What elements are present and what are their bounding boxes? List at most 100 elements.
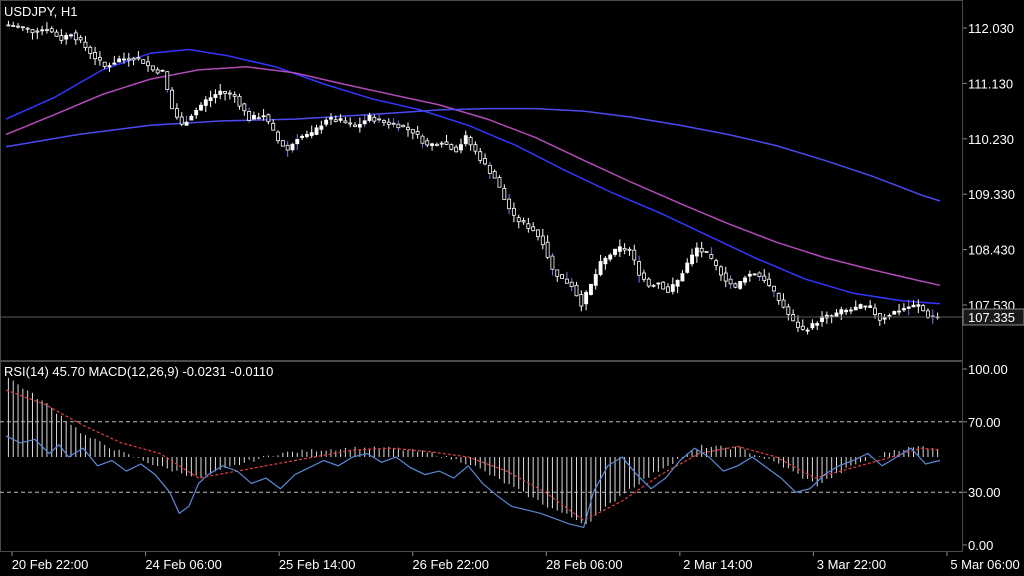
candle-body[interactable] [483,158,487,165]
candle-body[interactable] [627,248,632,251]
candle-body[interactable] [743,277,747,283]
candle-body[interactable] [516,217,521,223]
candle-body[interactable] [916,304,921,307]
candle-body[interactable] [579,294,584,307]
candle-body[interactable] [102,61,107,67]
candle-body[interactable] [670,284,675,292]
candle-body[interactable] [146,61,150,67]
candle-body[interactable] [30,29,35,34]
candle-body[interactable] [738,280,743,289]
candle-body[interactable] [6,24,11,27]
candle-body[interactable] [160,69,165,72]
candle-body[interactable] [747,273,752,277]
candle-body[interactable] [203,99,208,106]
candle-body[interactable] [165,71,170,90]
candle-body[interactable] [261,115,266,118]
candle-body[interactable] [752,273,757,276]
candle-body[interactable] [502,187,507,200]
candle-body[interactable] [545,241,550,258]
candle-body[interactable] [377,118,382,121]
candle-body[interactable] [632,249,637,261]
candle-body[interactable] [88,46,93,54]
candle-body[interactable] [733,283,738,288]
candle-body[interactable] [709,254,714,259]
candle-body[interactable] [641,272,646,280]
candle-body[interactable] [767,278,772,286]
candle-body[interactable] [396,123,401,129]
candle-body[interactable] [906,306,911,309]
candle-body[interactable] [295,139,300,145]
candle-body[interactable] [786,306,791,315]
candle-body[interactable] [59,35,64,41]
candle-body[interactable] [425,140,430,146]
candle-body[interactable] [473,144,478,152]
candle-body[interactable] [511,207,516,216]
candle-body[interactable] [107,65,112,68]
candle-body[interactable] [256,117,261,120]
candle-body[interactable] [834,312,839,317]
candle-body[interactable] [656,282,661,285]
candle-body[interactable] [348,122,353,125]
candle-body[interactable] [25,27,30,30]
candle-body[interactable] [218,90,223,95]
candle-body[interactable] [208,97,213,102]
candle-body[interactable] [406,126,410,131]
candle-body[interactable] [40,29,45,32]
candle-body[interactable] [309,132,314,136]
candle-body[interactable] [136,57,141,60]
candle-body[interactable] [873,307,877,316]
candle-body[interactable] [892,311,897,315]
candle-body[interactable] [314,127,319,135]
candle-body[interactable] [858,304,863,309]
candle-body[interactable] [353,124,357,127]
candle-body[interactable] [637,261,642,276]
candle-body[interactable] [199,104,203,111]
candle-body[interactable] [232,94,237,97]
candle-body[interactable] [290,143,295,151]
time-axis[interactable]: 20 Feb 22:00 24 Feb 06:00 25 Feb 14:00 26 F… [11,552,1020,572]
candle-body[interactable] [459,144,463,151]
candle-body[interactable] [35,30,40,33]
candle-body[interactable] [367,114,372,121]
indicator-axis[interactable]: 100.00 70.00 30.00 0.00 [963,362,1008,553]
candle-body[interactable] [276,131,280,142]
candle-body[interactable] [800,325,805,330]
candle-body[interactable] [64,35,69,40]
candle-body[interactable] [117,58,122,63]
candle-body[interactable] [213,94,218,98]
candle-body[interactable] [170,89,175,110]
candle-body[interactable] [69,34,73,37]
candle-body[interactable] [266,114,271,123]
candle-body[interactable] [247,111,252,121]
candle-body[interactable] [589,283,593,295]
candle-body[interactable] [227,92,232,95]
candle-body[interactable] [791,314,796,322]
candle-body[interactable] [497,177,502,188]
candle-body[interactable] [776,292,781,301]
candle-body[interactable] [179,116,184,125]
candle-body[interactable] [685,262,690,273]
candle-body[interactable] [574,284,579,297]
candle-body[interactable] [564,278,569,284]
candle-body[interactable] [280,140,285,147]
candle-body[interactable] [521,220,526,223]
candle-body[interactable] [454,146,459,153]
candle-body[interactable] [882,317,887,320]
candle-body[interactable] [723,272,728,282]
candle-body[interactable] [329,117,333,120]
candle-body[interactable] [507,198,512,210]
candle-body[interactable] [44,29,49,31]
candle-body[interactable] [531,226,536,232]
candle-body[interactable] [719,266,723,276]
candle-body[interactable] [771,285,776,292]
candle-body[interactable] [242,103,247,112]
candle-body[interactable] [434,143,439,146]
candle-body[interactable] [391,122,396,125]
candle-body[interactable] [704,251,709,253]
candle-body[interactable] [805,329,810,332]
candle-body[interactable] [271,123,276,131]
candle-body[interactable] [487,164,492,174]
candle-body[interactable] [252,115,256,120]
candle-body[interactable] [304,133,309,137]
